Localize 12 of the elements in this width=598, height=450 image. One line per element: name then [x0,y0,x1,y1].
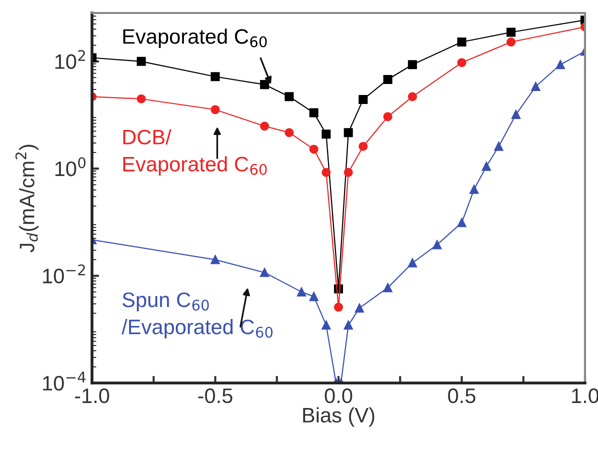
y-tick-label: 10$^{0}$ [55,157,86,176]
x-tick-label: 0.5 [448,388,476,404]
x-tick-label: -1.0 [74,388,110,404]
series-label: Evaporated C$_{60}$ [123,28,267,48]
x-tick-label: 0.0 [324,388,352,404]
x-axis-title: Bias (V) [303,407,374,427]
x-tick-label: -0.5 [198,388,232,404]
y-tick-label: 10$^{−2}$ [43,264,85,284]
y-tick-label: 10$^{2}$ [55,50,85,69]
y-axis-title: J$_{d}$(mA/cm$^{2}$) [15,144,39,252]
series-label: DCB/ Evaporated C$_{60}$ [123,129,267,176]
series-label: Spun C$_{60}$ /Evaporated C$_{60}$ [122,292,273,338]
